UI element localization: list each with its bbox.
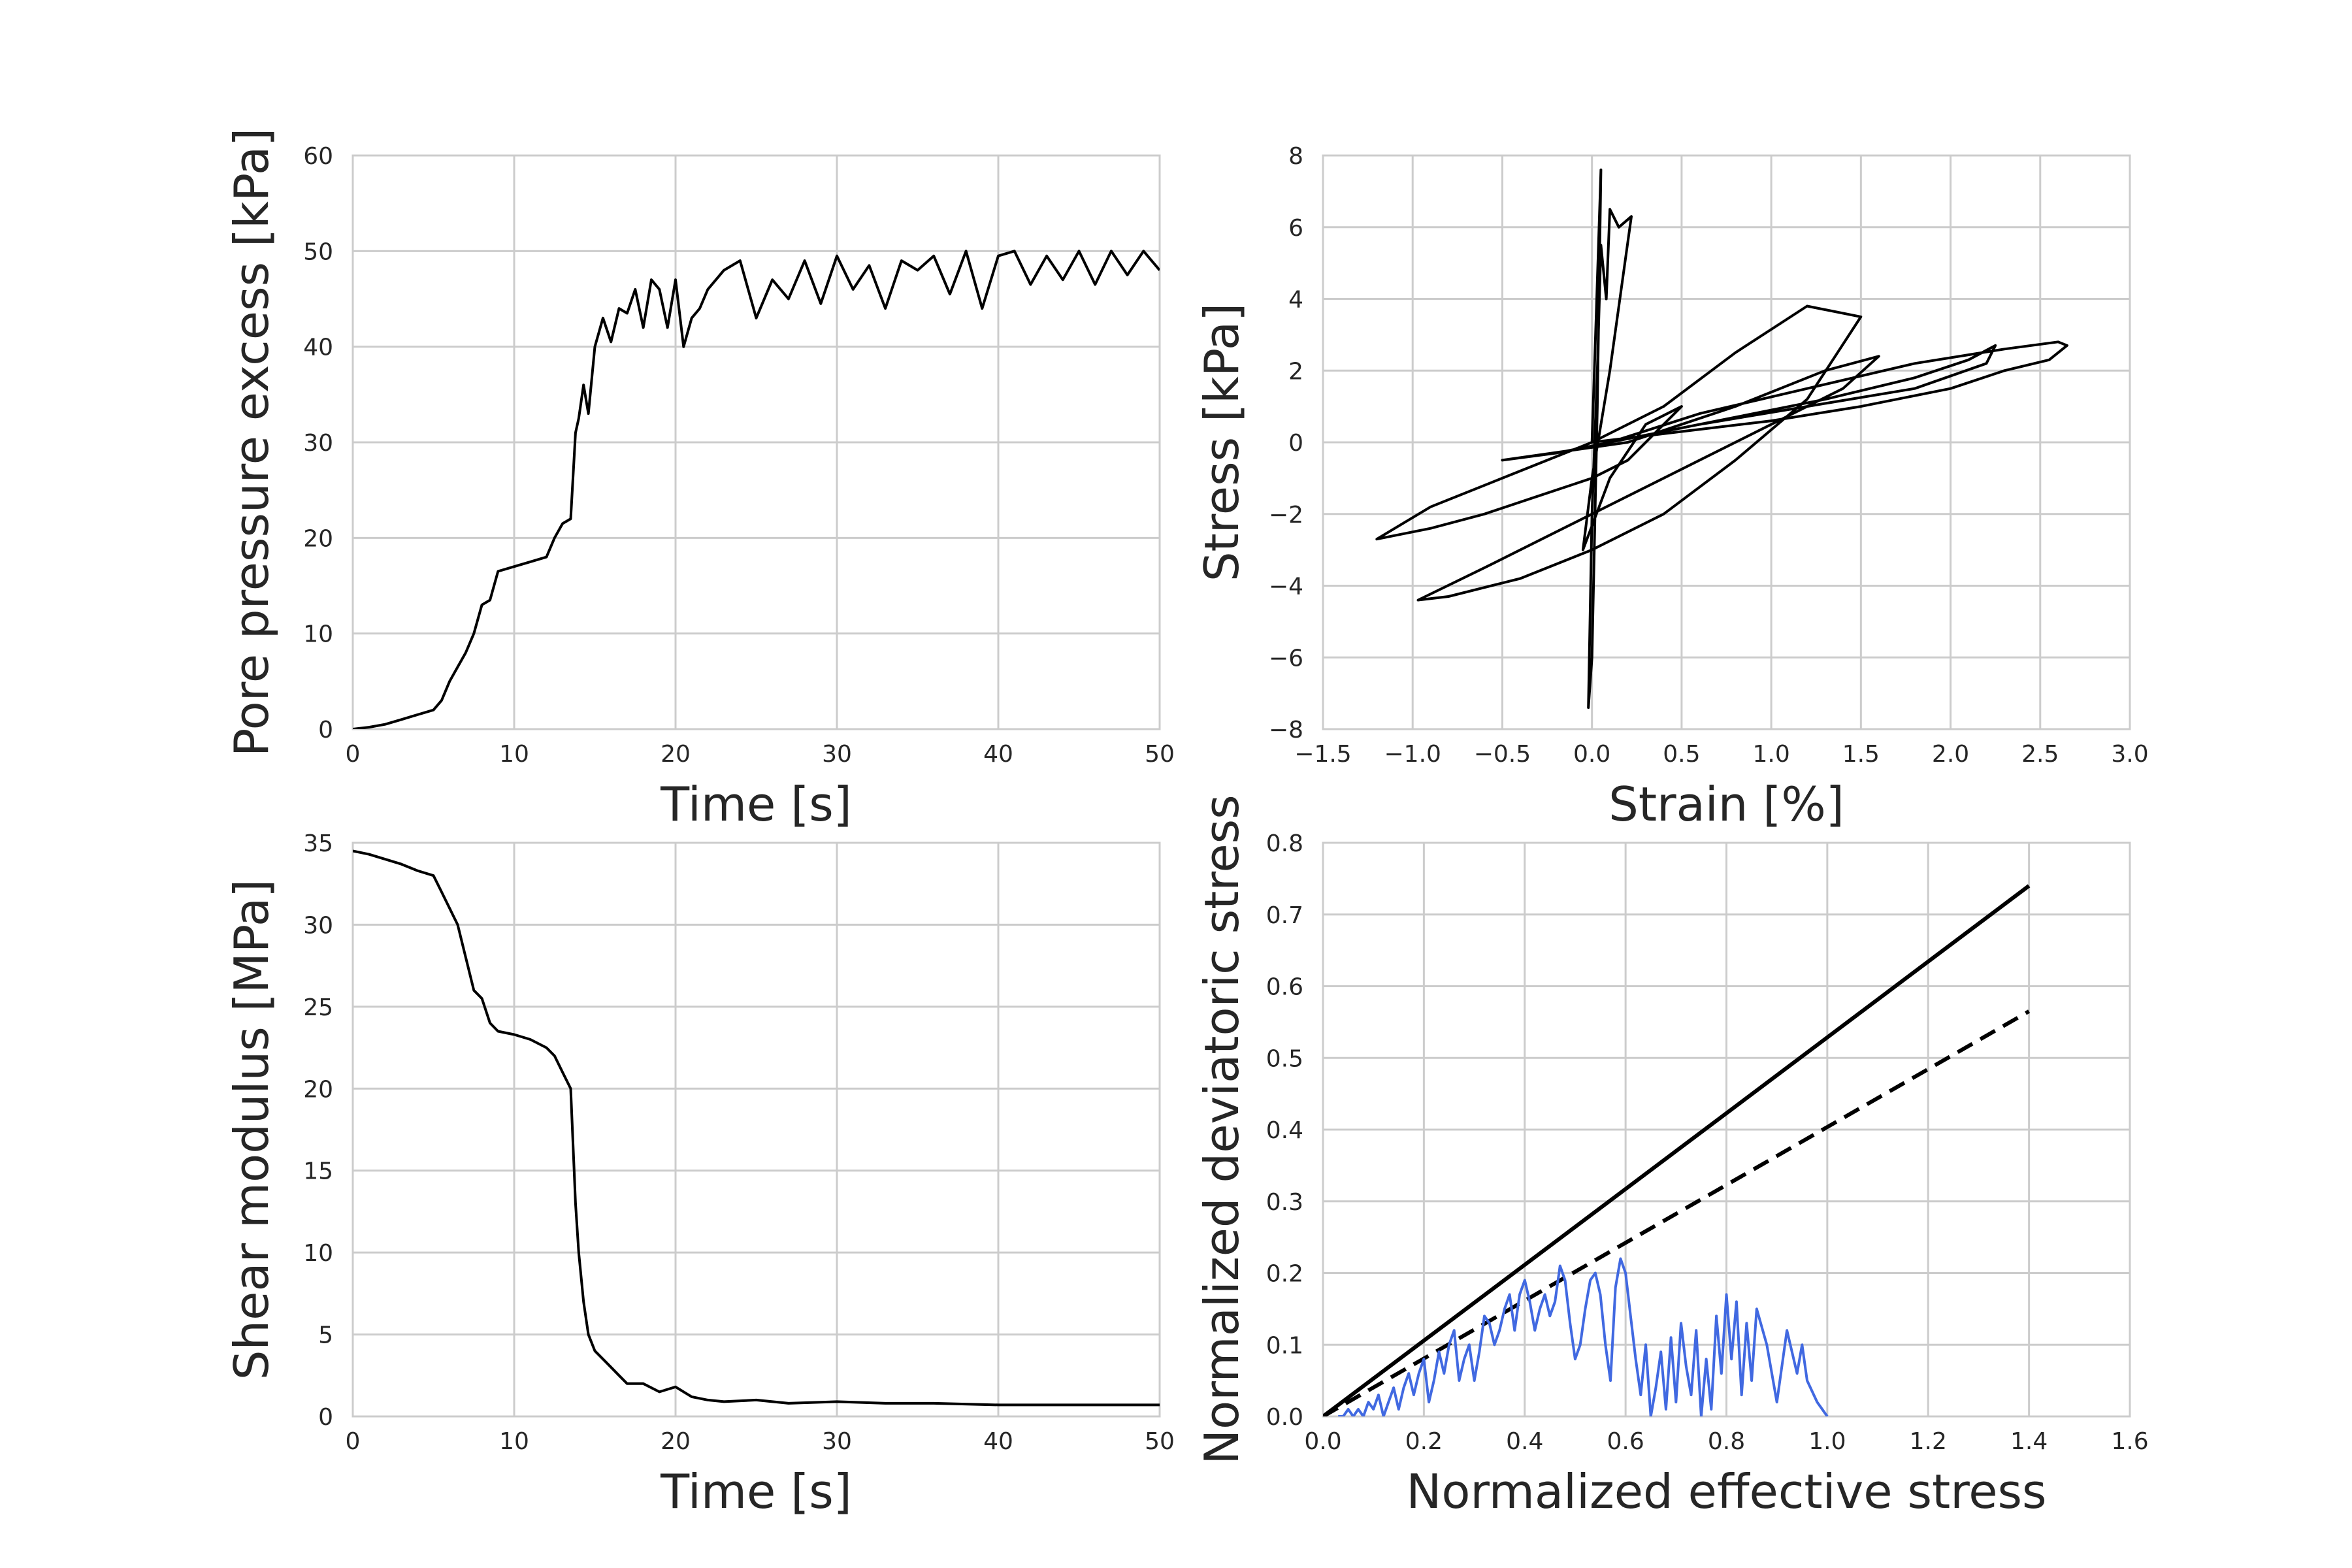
x-tick-label: 50 bbox=[1145, 741, 1175, 768]
x-tick-label: −0.5 bbox=[1474, 741, 1531, 768]
x-tick-label: 1.2 bbox=[1910, 1428, 1947, 1455]
y-tick-label: −2 bbox=[1269, 502, 1303, 529]
x-tick-label: 0.0 bbox=[1573, 741, 1610, 768]
x-tick-label: 20 bbox=[661, 1428, 691, 1455]
x-tick-label: −1.5 bbox=[1294, 741, 1351, 768]
x-tick-label: 1.0 bbox=[1808, 1428, 1846, 1455]
series-line-1 bbox=[1323, 1009, 2031, 1416]
y-axis-label: Stress [kPa] bbox=[1194, 303, 1249, 581]
plot-frame bbox=[351, 841, 1161, 1418]
series-line-0 bbox=[353, 250, 1160, 729]
y-axis-label: Pore pressure excess [kPa] bbox=[224, 128, 279, 757]
x-axis-label: Strain [%] bbox=[1609, 777, 1844, 832]
x-tick-label: 0.2 bbox=[1405, 1428, 1443, 1455]
series-line-2 bbox=[1338, 1257, 1829, 1416]
x-tick-label: 10 bbox=[499, 1428, 529, 1455]
y-tick-label: 2 bbox=[1288, 358, 1303, 385]
x-axis-label: Time [s] bbox=[660, 777, 852, 832]
y-tick-label: 60 bbox=[303, 143, 333, 170]
y-tick-label: 0 bbox=[318, 1404, 333, 1431]
x-tick-label: 40 bbox=[983, 741, 1013, 768]
x-tick-label: 0 bbox=[346, 1428, 361, 1455]
y-tick-label: 30 bbox=[303, 912, 333, 939]
y-tick-label: −4 bbox=[1269, 574, 1303, 600]
x-tick-label: 0.6 bbox=[1607, 1428, 1644, 1455]
x-axis-label: Time [s] bbox=[660, 1464, 852, 1519]
x-tick-label: 20 bbox=[661, 741, 691, 768]
x-tick-label: 3.0 bbox=[2111, 741, 2148, 768]
x-tick-label: 50 bbox=[1145, 1428, 1175, 1455]
y-tick-label: 0.2 bbox=[1266, 1261, 1303, 1288]
x-tick-label: 30 bbox=[822, 741, 852, 768]
y-tick-label: 4 bbox=[1288, 287, 1303, 314]
y-tick-label: 5 bbox=[318, 1322, 333, 1349]
grid bbox=[1322, 154, 2131, 730]
x-tick-label: 2.0 bbox=[1932, 741, 1969, 768]
y-tick-label: 0.4 bbox=[1266, 1117, 1303, 1144]
y-tick-label: 0.8 bbox=[1266, 830, 1303, 857]
stress-path-chart: 0.0 0.2 0.4 0.6 0.8 1.0 1.2 1.4 1.6 0.0 0.1 0.2 0.3 0… bbox=[1194, 794, 2149, 1519]
series-group bbox=[353, 849, 1160, 1407]
x-tick-label: 40 bbox=[983, 1428, 1013, 1455]
x-tick-label: 1.6 bbox=[2111, 1428, 2148, 1455]
plot-frame bbox=[351, 154, 1161, 730]
pore-pressure-chart: 0 10 20 30 40 50 0 10 20 30 40 50 60 Time [s] Pore pre… bbox=[224, 128, 1175, 832]
x-tick-label: 0.0 bbox=[1304, 1428, 1341, 1455]
grid bbox=[351, 154, 1161, 730]
y-tick-label: 10 bbox=[303, 621, 333, 648]
x-tick-label: 0 bbox=[346, 741, 361, 768]
x-tick-label: 2.5 bbox=[2021, 741, 2059, 768]
y-tick-label: 20 bbox=[303, 525, 333, 552]
y-tick-label: 30 bbox=[303, 430, 333, 457]
x-tick-label: 0.4 bbox=[1506, 1428, 1543, 1455]
y-tick-label: 0 bbox=[318, 717, 333, 743]
y-tick-label: −8 bbox=[1269, 717, 1303, 743]
y-tick-label: 6 bbox=[1288, 215, 1303, 242]
y-tick-label: 25 bbox=[303, 994, 333, 1021]
series-group bbox=[353, 250, 1160, 729]
y-tick-label: 0.7 bbox=[1266, 902, 1303, 929]
y-tick-label: 0.1 bbox=[1266, 1332, 1303, 1359]
series-line-0 bbox=[1323, 884, 2031, 1416]
x-tick-label: 0.5 bbox=[1663, 741, 1700, 768]
x-tick-label: 1.5 bbox=[1842, 741, 1880, 768]
stress-strain-chart: −1.5 −1.0 −0.5 0.0 0.5 1.0 1.5 2.0 2.5 3.0 −8 −6 −4 −… bbox=[1194, 143, 2149, 832]
y-tick-label: 0.5 bbox=[1266, 1045, 1303, 1072]
y-tick-label: 35 bbox=[303, 830, 333, 857]
y-tick-label: 0.3 bbox=[1266, 1189, 1303, 1216]
series-group bbox=[1323, 884, 2031, 1416]
y-tick-label: 10 bbox=[303, 1240, 333, 1267]
x-tick-label: 1.0 bbox=[1752, 741, 1789, 768]
series-group bbox=[1375, 169, 2068, 710]
series-line-0 bbox=[353, 849, 1160, 1407]
grid bbox=[351, 841, 1161, 1418]
x-tick-label: −1.0 bbox=[1384, 741, 1441, 768]
y-tick-label: 8 bbox=[1288, 143, 1303, 170]
x-tick-label: 0.8 bbox=[1708, 1428, 1745, 1455]
x-axis-label: Normalized effective stress bbox=[1406, 1464, 2046, 1519]
plot-frame bbox=[1322, 841, 2131, 1418]
x-tick-label: 30 bbox=[822, 1428, 852, 1455]
y-tick-label: 0.0 bbox=[1266, 1404, 1303, 1431]
x-tick-label: 1.4 bbox=[2010, 1428, 2048, 1455]
grid bbox=[1322, 841, 2131, 1418]
y-tick-label: 50 bbox=[303, 238, 333, 265]
plot-frame bbox=[1322, 154, 2131, 730]
y-axis-label: Shear modulus [MPa] bbox=[224, 879, 279, 1380]
x-tick-label: 10 bbox=[499, 741, 529, 768]
y-tick-label: −6 bbox=[1269, 645, 1303, 672]
y-axis-label: Normalized deviatoric stress bbox=[1194, 794, 1249, 1464]
y-tick-label: 0 bbox=[1288, 430, 1303, 457]
y-tick-label: 40 bbox=[303, 335, 333, 361]
series-line-0 bbox=[1375, 169, 2068, 710]
y-tick-label: 15 bbox=[303, 1158, 333, 1185]
y-tick-label: 0.6 bbox=[1266, 974, 1303, 1001]
shear-modulus-chart: 0 10 20 30 40 50 0 5 10 15 20 25 30 35 Time [s] Shear m… bbox=[224, 830, 1175, 1519]
y-tick-label: 20 bbox=[303, 1076, 333, 1103]
